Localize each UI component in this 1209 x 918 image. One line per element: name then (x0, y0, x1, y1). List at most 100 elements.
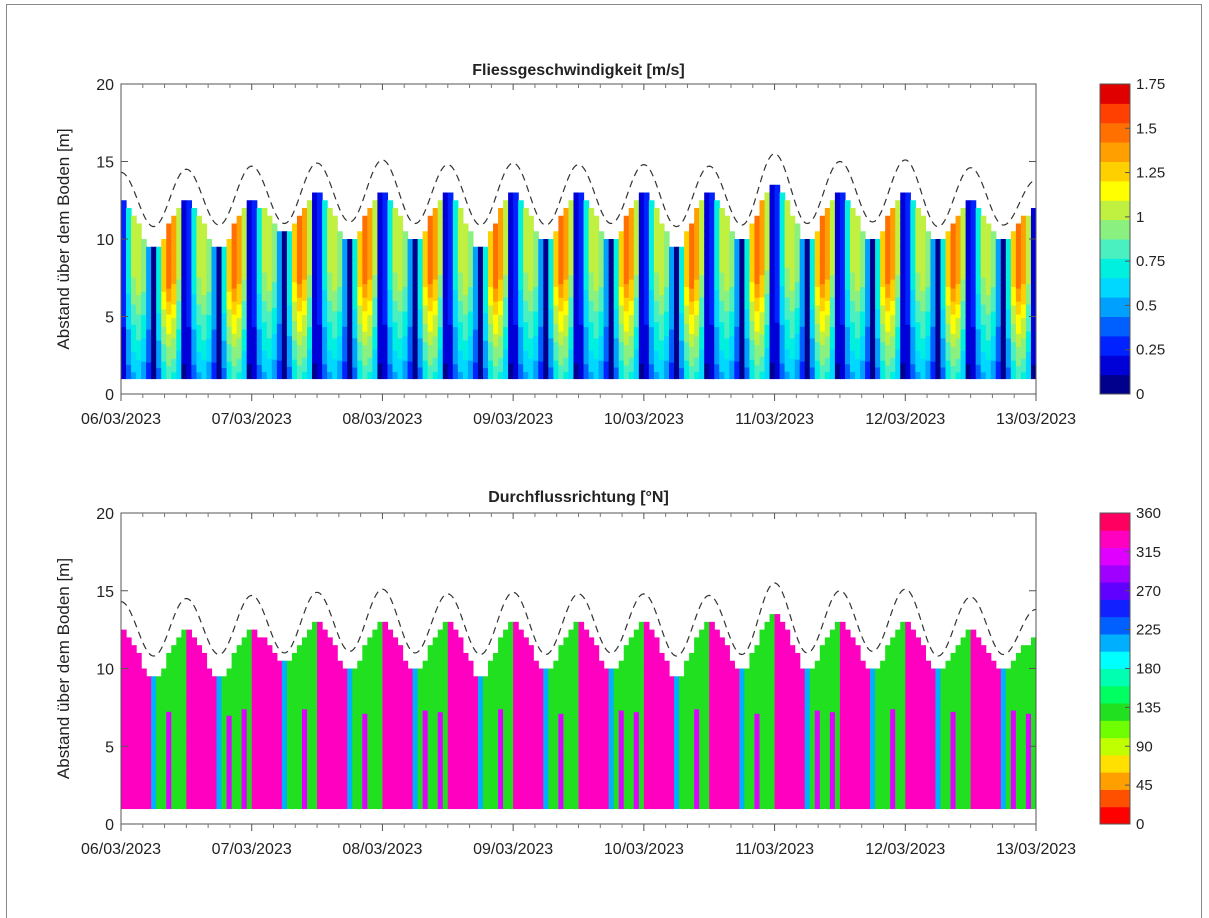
velocity-heatmap-cell (422, 366, 429, 373)
velocity-heatmap-cell (166, 288, 172, 296)
direction-heatmap-cell (186, 756, 192, 765)
velocity-heatmap-cell (829, 341, 836, 350)
velocity-heatmap-cell (910, 371, 916, 380)
direction-heatmap-cell (181, 741, 187, 750)
velocity-colorbar-tick-label: 0.25 (1136, 342, 1165, 359)
direction-heatmap-cell (156, 687, 162, 694)
velocity-heatmap-cell (186, 281, 192, 290)
velocity-heatmap-cell (663, 249, 670, 257)
velocity-heatmap-cell (593, 283, 600, 291)
velocity-heatmap-cell (855, 270, 861, 278)
velocity-heatmap-cell (503, 244, 509, 253)
velocity-heatmap-cell (231, 236, 238, 244)
velocity-heatmap-cell (598, 335, 605, 343)
velocity-heatmap-cell (1000, 250, 1007, 258)
velocity-heatmap-cell (809, 244, 816, 252)
velocity-heatmap-cell (266, 303, 273, 312)
velocity-heatmap-cell (241, 250, 248, 259)
velocity-heatmap-cell (804, 285, 811, 292)
direction-heatmap-cell (196, 651, 203, 660)
velocity-heatmap-cell (588, 243, 595, 252)
velocity-heatmap-cell (578, 293, 585, 302)
direction-heatmap-cell (141, 732, 147, 740)
velocity-heatmap-cell (146, 274, 152, 281)
velocity-heatmap-cell (1025, 256, 1032, 264)
velocity-heatmap-cell (930, 297, 937, 304)
velocity-heatmap-cell (694, 350, 700, 358)
velocity-heatmap-cell (427, 290, 434, 298)
velocity-heatmap-cell (940, 366, 947, 374)
velocity-heatmap-cell (920, 222, 926, 230)
velocity-heatmap-cell (246, 304, 253, 313)
velocity-heatmap-cell (945, 372, 952, 380)
velocity-heatmap-cell (875, 349, 881, 356)
velocity-heatmap-cell (266, 256, 273, 264)
velocity-heatmap-cell (281, 329, 288, 337)
velocity-heatmap-cell (749, 326, 756, 334)
velocity-heatmap-cell (769, 233, 776, 242)
velocity-heatmap-cell (241, 257, 248, 266)
velocity-heatmap-cell (201, 313, 208, 321)
velocity-heatmap-cell (819, 215, 826, 224)
velocity-heatmap-cell (442, 285, 449, 294)
velocity-heatmap-cell (915, 286, 921, 294)
velocity-heatmap-cell (980, 249, 987, 258)
velocity-heatmap-cell (643, 339, 650, 349)
velocity-heatmap-cell (779, 239, 786, 248)
velocity-heatmap-cell (226, 244, 233, 252)
direction-heatmap-cell (216, 709, 223, 716)
velocity-heatmap-cell (890, 364, 896, 372)
velocity-heatmap-cell (367, 229, 373, 238)
velocity-heatmap-cell (508, 363, 514, 372)
velocity-heatmap-cell (779, 316, 786, 325)
velocity-heatmap-cell (694, 300, 700, 309)
velocity-heatmap-cell (357, 347, 363, 355)
velocity-heatmap-cell (121, 267, 127, 276)
velocity-heatmap-cell (940, 262, 947, 269)
velocity-heatmap-cell (885, 324, 891, 332)
velocity-heatmap-cell (799, 366, 806, 374)
velocity-heatmap-cell (618, 261, 625, 269)
velocity-heatmap-cell (352, 262, 358, 269)
velocity-heatmap-cell (985, 346, 992, 354)
velocity-heatmap-cell (774, 192, 781, 202)
direction-heatmap-cell (176, 730, 182, 738)
velocity-heatmap-cell (161, 262, 167, 269)
velocity-heatmap-cell (839, 270, 846, 279)
velocity-heatmap-cell (186, 341, 192, 350)
velocity-heatmap-cell (608, 279, 615, 287)
velocity-heatmap-cell (875, 273, 881, 281)
velocity-heatmap-cell (286, 292, 293, 300)
velocity-heatmap-cell (960, 314, 967, 323)
velocity-heatmap-cell (814, 317, 821, 324)
velocity-heatmap-cell (131, 337, 137, 346)
velocity-heatmap-cell (548, 326, 554, 333)
velocity-heatmap-cell (367, 328, 373, 337)
velocity-heatmap-cell (1005, 244, 1012, 252)
velocity-heatmap-cell (196, 337, 203, 346)
velocity-colorbar-swatch (1100, 258, 1130, 279)
velocity-heatmap-cell (824, 279, 831, 287)
velocity-heatmap-cell (563, 300, 570, 309)
velocity-heatmap-cell (623, 331, 630, 339)
velocity-heatmap-cell (970, 252, 977, 261)
velocity-heatmap-cell (256, 321, 263, 330)
velocity-heatmap-cell (699, 311, 705, 320)
velocity-heatmap-cell (804, 302, 811, 310)
velocity-heatmap-cell (296, 351, 303, 359)
velocity-heatmap-cell (518, 296, 524, 305)
velocity-heatmap-cell (653, 364, 660, 372)
velocity-heatmap-cell (387, 252, 394, 261)
velocity-heatmap-cell (251, 341, 258, 350)
velocity-heatmap-cell (794, 242, 801, 250)
velocity-heatmap-cell (995, 320, 1002, 327)
velocity-heatmap-cell (372, 311, 379, 320)
velocity-heatmap-cell (759, 244, 766, 253)
velocity-heatmap-cell (211, 340, 218, 347)
velocity-heatmap-cell (995, 244, 1002, 252)
direction-heatmap-cell (121, 748, 127, 757)
direction-heatmap-cell (131, 781, 137, 789)
velocity-heatmap-cell (860, 304, 866, 312)
velocity-heatmap-cell (452, 296, 459, 305)
